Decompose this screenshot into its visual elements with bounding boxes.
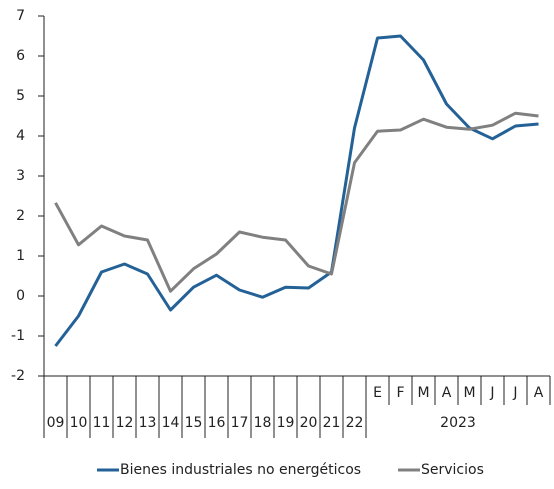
x-tick-label: 17	[231, 415, 249, 431]
x-tick-label: M	[463, 385, 475, 401]
x-tick-label: 21	[323, 415, 341, 431]
series-line	[54, 111, 539, 293]
x-tick-label: 19	[277, 415, 295, 431]
x-tick-label: 15	[185, 415, 203, 431]
x-tick-label: 13	[139, 415, 157, 431]
y-tick-label: 7	[16, 8, 25, 24]
x-tick-label: 18	[254, 415, 272, 431]
y-tick-label: 0	[16, 288, 25, 304]
x-tick-label: A	[534, 385, 544, 401]
y-tick-label: 1	[16, 248, 25, 264]
x-tick-label: A	[442, 385, 452, 401]
legend-label: Bienes industriales no energéticos	[120, 462, 361, 478]
x-tick-label: J	[512, 385, 517, 401]
y-tick-label: 4	[16, 128, 25, 144]
x-tick-label: 20	[300, 415, 318, 431]
legend-label: Servicios	[421, 462, 484, 478]
series-line	[54, 34, 539, 347]
x-group-label: 2023	[440, 415, 476, 431]
y-tick-label: -2	[11, 368, 25, 384]
x-tick-label: J	[489, 385, 494, 401]
y-tick-label: 5	[16, 88, 25, 104]
y-tick-label: 6	[16, 48, 25, 64]
x-tick-label: 09	[47, 415, 65, 431]
y-tick-label: 2	[16, 208, 25, 224]
x-tick-label: E	[373, 385, 382, 401]
x-tick-label: 12	[116, 415, 134, 431]
x-tick-label: 22	[346, 415, 364, 431]
x-tick-label: M	[417, 385, 429, 401]
x-tick-label: F	[396, 385, 404, 401]
y-tick-label: 3	[16, 168, 25, 184]
x-tick-label: 14	[162, 415, 180, 431]
x-tick-label: 11	[93, 415, 111, 431]
x-tick-label: 10	[70, 415, 88, 431]
x-tick-label: 16	[208, 415, 226, 431]
y-tick-label: -1	[11, 328, 25, 344]
